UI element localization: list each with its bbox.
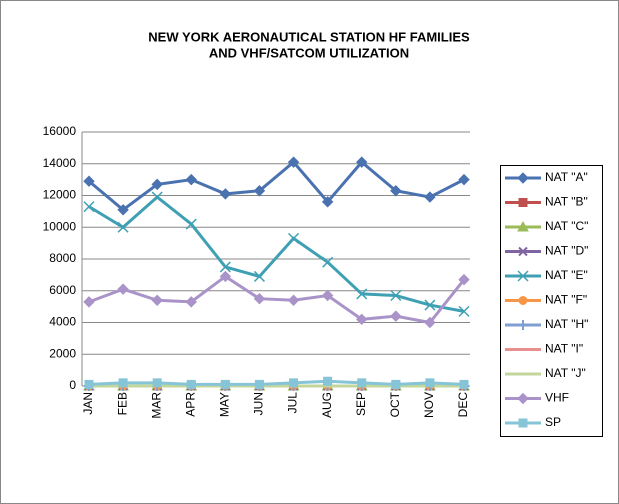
data-point bbox=[390, 310, 402, 322]
data-point bbox=[322, 256, 334, 268]
data-point bbox=[287, 156, 300, 168]
data-point bbox=[287, 294, 300, 306]
data-point bbox=[458, 305, 470, 317]
y-tick-label: 8000 bbox=[49, 251, 76, 265]
legend-label: NAT "D" bbox=[545, 244, 588, 258]
data-point bbox=[357, 378, 367, 388]
series-line bbox=[88, 195, 465, 313]
data-point bbox=[459, 379, 469, 389]
legend-label: NAT "I" bbox=[545, 342, 583, 356]
data-point bbox=[321, 196, 334, 208]
y-tick-label: 16000 bbox=[43, 124, 77, 138]
legend-label: NAT "C" bbox=[545, 219, 588, 233]
x-tick-label: FEB bbox=[115, 392, 129, 415]
legend-marker bbox=[518, 198, 528, 207]
x-tick-label: MAR bbox=[149, 392, 163, 419]
data-point bbox=[254, 379, 264, 389]
data-point bbox=[253, 185, 266, 197]
data-point bbox=[356, 156, 368, 168]
data-point bbox=[152, 378, 162, 388]
data-point bbox=[458, 273, 470, 286]
data-point bbox=[323, 376, 333, 386]
legend-label: NAT "B" bbox=[545, 195, 588, 209]
legend-label: NAT "J" bbox=[545, 366, 586, 380]
data-point bbox=[185, 218, 197, 230]
y-tick-label: 0 bbox=[69, 378, 76, 392]
data-point bbox=[83, 296, 95, 308]
legend-marker bbox=[517, 172, 529, 184]
series-line bbox=[88, 160, 465, 212]
chart-title: AND VHF/SATCOM UTILIZATION bbox=[209, 45, 409, 60]
x-tick-label: DEC bbox=[456, 392, 470, 418]
data-point bbox=[253, 270, 265, 282]
data-point bbox=[219, 188, 232, 200]
y-tick-label: 14000 bbox=[43, 156, 77, 170]
data-point bbox=[186, 379, 196, 389]
y-tick-label: 12000 bbox=[43, 188, 77, 202]
data-point bbox=[356, 313, 368, 326]
x-tick-label: MAY bbox=[218, 392, 232, 417]
legend-marker bbox=[518, 296, 528, 305]
data-point bbox=[424, 316, 436, 329]
data-point bbox=[185, 173, 197, 186]
data-point bbox=[253, 292, 266, 305]
data-point bbox=[289, 378, 299, 388]
legend-label: NAT "A" bbox=[545, 170, 588, 184]
legend-marker bbox=[518, 320, 528, 330]
x-tick-label: SEP bbox=[354, 392, 368, 416]
data-point bbox=[321, 289, 334, 302]
x-tick-label: APR bbox=[183, 392, 197, 417]
data-point bbox=[424, 299, 436, 311]
x-tick-label: NOV bbox=[422, 392, 436, 418]
data-point bbox=[424, 191, 436, 203]
series-line bbox=[88, 274, 466, 325]
x-tick-label: OCT bbox=[388, 391, 402, 417]
data-point bbox=[117, 204, 129, 216]
data-point bbox=[151, 191, 163, 203]
x-tick-label: JUL bbox=[286, 392, 300, 414]
data-point bbox=[219, 261, 231, 273]
data-point bbox=[220, 379, 230, 389]
y-tick-label: 10000 bbox=[43, 219, 77, 233]
data-point bbox=[151, 294, 163, 306]
data-point bbox=[356, 288, 368, 300]
data-point bbox=[391, 379, 401, 389]
data-point bbox=[117, 221, 129, 233]
y-tick-label: 4000 bbox=[49, 315, 76, 329]
data-point bbox=[151, 178, 163, 191]
data-point bbox=[425, 378, 435, 388]
data-point bbox=[84, 379, 94, 389]
x-tick-label: JUN bbox=[252, 392, 266, 415]
legend-marker bbox=[518, 418, 528, 428]
data-point bbox=[83, 175, 95, 187]
legend-marker bbox=[517, 392, 529, 405]
y-tick-label: 6000 bbox=[49, 283, 76, 297]
legend-marker bbox=[517, 220, 529, 232]
data-point bbox=[288, 232, 300, 244]
legend-label: VHF bbox=[545, 391, 569, 405]
legend-marker bbox=[518, 246, 528, 257]
legend-label: NAT "F" bbox=[545, 293, 587, 307]
y-tick-label: 2000 bbox=[49, 346, 76, 360]
legend-label: NAT "E" bbox=[545, 268, 588, 282]
x-tick-label: JAN bbox=[81, 392, 95, 415]
legend-label: NAT "H" bbox=[545, 317, 588, 331]
data-point bbox=[185, 296, 197, 308]
legend-marker bbox=[517, 270, 529, 282]
data-point bbox=[390, 185, 402, 197]
data-point bbox=[118, 378, 128, 388]
data-point bbox=[117, 283, 129, 295]
data-point bbox=[390, 289, 402, 302]
series-line bbox=[88, 379, 465, 386]
data-point bbox=[83, 201, 95, 213]
data-point bbox=[219, 270, 232, 283]
legend-label: SP bbox=[545, 415, 561, 429]
chart-title: NEW YORK AERONAUTICAL STATION HF FAMILIE… bbox=[148, 29, 470, 44]
data-point bbox=[458, 173, 470, 186]
x-tick-label: AUG bbox=[320, 392, 334, 418]
